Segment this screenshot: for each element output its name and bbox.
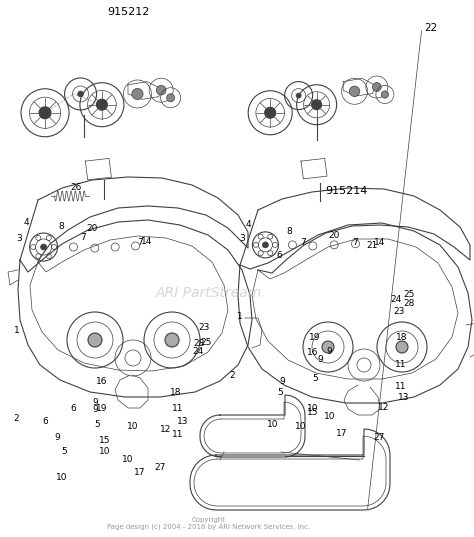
Text: 10: 10 <box>267 420 278 429</box>
Circle shape <box>381 91 389 98</box>
Text: 14: 14 <box>141 237 153 246</box>
Text: 2: 2 <box>229 372 235 380</box>
Text: 3: 3 <box>16 235 22 243</box>
Text: 11: 11 <box>395 382 406 391</box>
Text: 17: 17 <box>134 468 146 477</box>
Circle shape <box>264 107 276 118</box>
Text: 25: 25 <box>201 338 212 347</box>
Text: 7: 7 <box>80 233 86 242</box>
Text: 9: 9 <box>327 347 332 356</box>
Text: 24: 24 <box>192 347 204 356</box>
Text: 1: 1 <box>14 326 19 335</box>
Text: ARI PartStream: ARI PartStream <box>155 286 262 300</box>
Circle shape <box>156 85 166 95</box>
Text: 6: 6 <box>71 404 76 412</box>
Text: 915214: 915214 <box>325 186 367 195</box>
Text: 12: 12 <box>378 403 390 411</box>
Text: 20: 20 <box>328 231 340 240</box>
Circle shape <box>296 93 301 98</box>
Circle shape <box>88 333 102 347</box>
Text: 5: 5 <box>94 420 100 429</box>
Text: 19: 19 <box>309 333 320 342</box>
Text: 9: 9 <box>317 355 323 364</box>
Text: 15: 15 <box>99 436 110 445</box>
Text: 11: 11 <box>395 360 406 368</box>
Text: 10: 10 <box>307 404 319 412</box>
Text: 7: 7 <box>353 238 358 247</box>
Text: 24: 24 <box>391 295 402 304</box>
Text: 6: 6 <box>42 417 48 426</box>
Text: 5: 5 <box>61 447 67 455</box>
Circle shape <box>322 341 334 353</box>
Circle shape <box>311 100 322 110</box>
Text: 10: 10 <box>56 474 67 482</box>
Text: 5: 5 <box>312 374 318 383</box>
Text: 7: 7 <box>301 238 306 247</box>
Circle shape <box>349 86 360 97</box>
Text: 1: 1 <box>237 313 242 321</box>
Circle shape <box>396 341 408 353</box>
Text: 12: 12 <box>160 425 172 434</box>
Text: 11: 11 <box>172 404 183 412</box>
Text: 10: 10 <box>99 447 110 455</box>
Circle shape <box>263 242 268 248</box>
Text: 18: 18 <box>396 333 408 342</box>
Text: 8: 8 <box>286 228 292 236</box>
Text: 10: 10 <box>324 412 335 420</box>
Circle shape <box>132 89 143 99</box>
Text: 8: 8 <box>59 222 64 231</box>
Text: 10: 10 <box>127 423 138 431</box>
Circle shape <box>96 99 108 110</box>
Circle shape <box>165 333 179 347</box>
Text: 9: 9 <box>92 405 98 413</box>
Text: 23: 23 <box>393 307 405 316</box>
Text: 915212: 915212 <box>107 7 149 17</box>
Text: 15: 15 <box>307 408 319 417</box>
Circle shape <box>39 107 51 119</box>
Text: 13: 13 <box>177 417 188 426</box>
Text: 22: 22 <box>425 23 438 33</box>
Text: 27: 27 <box>374 433 385 442</box>
Text: 16: 16 <box>96 377 108 386</box>
Text: 26: 26 <box>70 184 82 192</box>
Text: 7: 7 <box>137 238 143 247</box>
Circle shape <box>78 91 83 97</box>
Text: 27: 27 <box>155 463 166 471</box>
Text: 2: 2 <box>14 415 19 423</box>
Text: Copyright
Page design (c) 2004 - 2016 by ARI Network Services, Inc.: Copyright Page design (c) 2004 - 2016 by… <box>107 517 310 531</box>
Text: 9: 9 <box>279 377 285 386</box>
Text: 28: 28 <box>193 339 205 348</box>
Text: 9: 9 <box>54 433 60 442</box>
Text: 23: 23 <box>198 323 210 332</box>
Text: 18: 18 <box>170 388 181 396</box>
Text: 11: 11 <box>172 431 183 439</box>
Circle shape <box>41 244 46 250</box>
Text: 28: 28 <box>403 299 414 308</box>
Text: 6: 6 <box>277 251 283 259</box>
Text: 5: 5 <box>277 388 283 396</box>
Text: 10: 10 <box>295 423 307 431</box>
Text: 25: 25 <box>403 290 414 299</box>
Circle shape <box>167 94 174 101</box>
Text: 14: 14 <box>374 238 385 247</box>
Text: 21: 21 <box>366 242 378 250</box>
Text: 9: 9 <box>92 398 98 407</box>
Circle shape <box>373 83 381 91</box>
Text: 3: 3 <box>239 235 245 243</box>
Text: 17: 17 <box>336 430 347 438</box>
Text: 20: 20 <box>87 224 98 233</box>
Text: 10: 10 <box>122 455 134 464</box>
Text: 4: 4 <box>246 220 252 229</box>
Text: 19: 19 <box>96 404 108 412</box>
Text: 4: 4 <box>23 219 29 227</box>
Text: 16: 16 <box>307 348 319 357</box>
Text: 13: 13 <box>398 393 410 402</box>
